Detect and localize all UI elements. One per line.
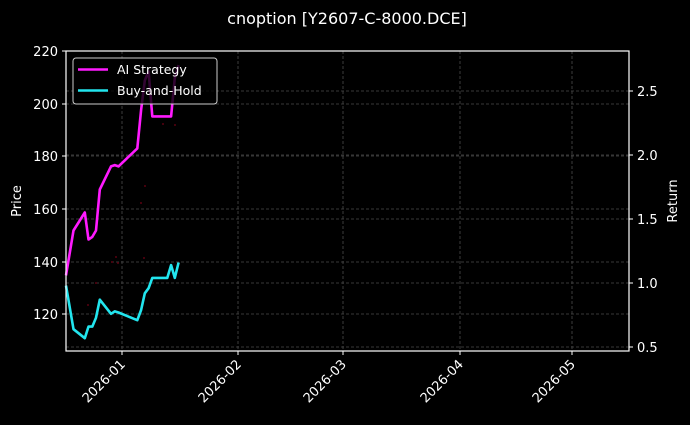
legend-label-buy-and-hold: Buy-and-Hold (117, 83, 202, 98)
left-tick-label: 180 (33, 150, 58, 165)
grid-lines (66, 50, 629, 351)
right-tick-label: 2.5 (637, 85, 658, 100)
signal-markers (87, 123, 176, 306)
left-y-axis: 220 200 180 160 140 120 (33, 45, 66, 323)
right-tick-label: 1.0 (637, 277, 658, 292)
buy-and-hold-line (64, 262, 180, 340)
left-tick-label: 120 (33, 308, 58, 323)
left-axis-label: Price (10, 185, 25, 217)
left-tick-label: 200 (33, 98, 58, 113)
right-y-axis: 2.5 2.0 1.5 1.0 0.5 (629, 85, 658, 356)
right-tick-label: 0.5 (637, 341, 658, 356)
right-tick-label: 2.0 (637, 149, 658, 164)
left-tick-label: 140 (33, 256, 58, 271)
plot-frame (65, 50, 630, 352)
chart-title: cnoption [Y2607-C-8000.DCE] (227, 9, 467, 28)
legend-box (72, 57, 218, 105)
legend-label-ai-strategy: AI Strategy (117, 62, 187, 77)
left-tick-label: 220 (33, 45, 58, 60)
left-tick-label: 160 (33, 203, 58, 218)
ai-strategy-line (64, 64, 180, 276)
right-tick-label: 1.5 (637, 213, 658, 228)
right-axis-label: Return (666, 179, 681, 222)
legend: AI Strategy Buy-and-Hold (72, 57, 218, 105)
